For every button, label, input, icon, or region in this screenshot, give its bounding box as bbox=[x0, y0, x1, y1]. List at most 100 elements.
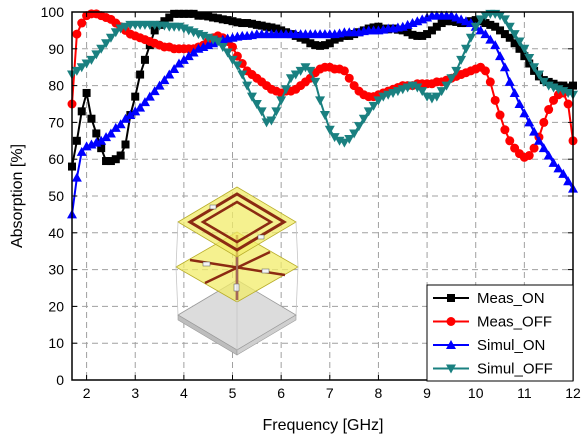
data-point-simul-off bbox=[349, 129, 360, 139]
data-point-simul-off bbox=[227, 55, 238, 65]
data-point-meas-on bbox=[515, 44, 524, 53]
data-point-simul-off bbox=[344, 134, 355, 144]
inset-3d-absorber-structure bbox=[175, 186, 299, 356]
data-point-simul-on bbox=[115, 119, 126, 129]
data-point-meas-off bbox=[495, 110, 505, 120]
data-point-meas-on bbox=[325, 39, 334, 48]
data-point-meas-on bbox=[184, 9, 193, 18]
data-point-simul-off bbox=[529, 63, 540, 73]
data-point-simul-off bbox=[353, 122, 364, 132]
data-point-meas-on bbox=[238, 19, 247, 28]
data-point-meas-on bbox=[447, 17, 456, 26]
data-point-simul-on bbox=[135, 102, 146, 112]
legend-label-meas-on: Meas_ON bbox=[477, 290, 545, 307]
data-point-meas-on bbox=[520, 52, 529, 61]
y-tick-label: 40 bbox=[48, 225, 64, 241]
data-point-simul-off bbox=[524, 54, 535, 63]
data-point-simul-off bbox=[538, 77, 549, 87]
data-point-simul-off bbox=[110, 28, 121, 38]
data-point-simul-off bbox=[451, 66, 462, 76]
inset-outer-ring bbox=[187, 192, 287, 252]
data-point-simul-off bbox=[441, 81, 452, 91]
data-point-meas-off bbox=[544, 105, 554, 115]
data-point-meas-on bbox=[136, 70, 145, 79]
data-point-simul-off bbox=[358, 114, 369, 124]
data-point-simul-on bbox=[188, 47, 199, 57]
data-point-simul-on bbox=[495, 51, 506, 61]
data-point-simul-off bbox=[290, 70, 301, 80]
data-point-meas-on bbox=[496, 26, 505, 35]
data-point-simul-off bbox=[285, 74, 296, 84]
data-point-simul-off bbox=[251, 100, 262, 109]
data-point-meas-on bbox=[408, 30, 417, 39]
data-point-meas-on bbox=[82, 88, 91, 97]
series-simul-off bbox=[67, 9, 578, 148]
data-point-simul-off bbox=[81, 59, 92, 69]
data-point-meas-on bbox=[272, 24, 281, 33]
data-point-meas-on bbox=[106, 157, 115, 166]
data-point-simul-on bbox=[509, 87, 520, 97]
data-point-meas-on bbox=[306, 39, 315, 48]
x-tick-label: 3 bbox=[131, 385, 139, 401]
data-point-simul-off bbox=[212, 37, 223, 47]
data-point-meas-on bbox=[102, 157, 111, 166]
inset-box-edge bbox=[175, 221, 179, 268]
data-point-simul-off bbox=[519, 44, 530, 54]
data-point-simul-on bbox=[499, 62, 510, 72]
y-tick-label: 60 bbox=[48, 151, 64, 167]
x-tick-label: 2 bbox=[83, 385, 91, 401]
data-point-simul-off bbox=[96, 44, 107, 54]
x-tick-label: 6 bbox=[277, 385, 285, 401]
data-point-meas-off bbox=[524, 151, 534, 161]
data-point-meas-on bbox=[559, 81, 568, 90]
data-point-meas-on bbox=[233, 18, 242, 27]
axis-ticks: 2 3 4 5 6 7 8 9 10 11 12 0 10 20 30 40 50 60 70 80 90 100 bbox=[41, 4, 581, 401]
inset-inner-ring bbox=[200, 200, 274, 244]
data-point-simul-off bbox=[431, 92, 442, 102]
data-point-meas-on bbox=[316, 41, 325, 50]
data-point-meas-on bbox=[160, 17, 169, 26]
data-point-meas-off bbox=[505, 136, 515, 146]
legend-label-meas-off: Meas_OFF bbox=[477, 314, 552, 331]
data-point-simul-off bbox=[76, 63, 87, 73]
data-point-simul-on bbox=[548, 157, 559, 167]
series bbox=[67, 9, 578, 219]
data-point-simul-off bbox=[305, 66, 316, 76]
data-point-simul-on bbox=[159, 75, 170, 85]
data-point-meas-on bbox=[209, 13, 218, 22]
data-point-simul-on bbox=[504, 76, 515, 86]
data-point-meas-on bbox=[199, 11, 208, 20]
data-point-simul-on bbox=[485, 34, 496, 44]
data-point-meas-on bbox=[189, 9, 198, 18]
data-point-meas-on bbox=[218, 15, 227, 24]
data-point-simul-off bbox=[71, 66, 82, 76]
data-point-simul-off bbox=[475, 15, 486, 25]
data-point-meas-on bbox=[330, 35, 339, 44]
data-point-meas-on bbox=[418, 31, 427, 40]
data-point-simul-off bbox=[91, 50, 102, 60]
data-point-meas-on bbox=[194, 11, 203, 20]
data-point-simul-off bbox=[417, 87, 428, 97]
data-point-simul-on bbox=[519, 108, 530, 118]
data-point-meas-on bbox=[87, 114, 96, 123]
data-point-meas-on bbox=[131, 92, 140, 101]
legend-marker-meas-off bbox=[446, 317, 456, 326]
legend: Meas_ON Meas_OFF Simul_ON Simul_OFF bbox=[426, 284, 574, 382]
data-point-simul-on bbox=[169, 64, 180, 74]
data-point-meas-on bbox=[72, 136, 81, 145]
data-point-simul-off bbox=[315, 96, 326, 106]
data-point-simul-off bbox=[266, 116, 277, 126]
inset-diode bbox=[261, 268, 270, 274]
y-tick-label: 100 bbox=[41, 4, 65, 20]
data-point-simul-off bbox=[446, 74, 457, 84]
data-point-simul-on bbox=[524, 117, 535, 127]
data-point-simul-off bbox=[436, 87, 447, 97]
data-point-simul-off bbox=[533, 70, 544, 80]
series-simul-on bbox=[67, 10, 578, 219]
data-point-simul-on bbox=[174, 58, 185, 68]
legend-label-simul-off: Simul_OFF bbox=[477, 361, 553, 378]
y-tick-label: 80 bbox=[48, 78, 64, 94]
data-point-simul-off bbox=[339, 138, 350, 148]
data-point-meas-on bbox=[301, 35, 310, 44]
data-point-simul-on bbox=[149, 86, 160, 96]
